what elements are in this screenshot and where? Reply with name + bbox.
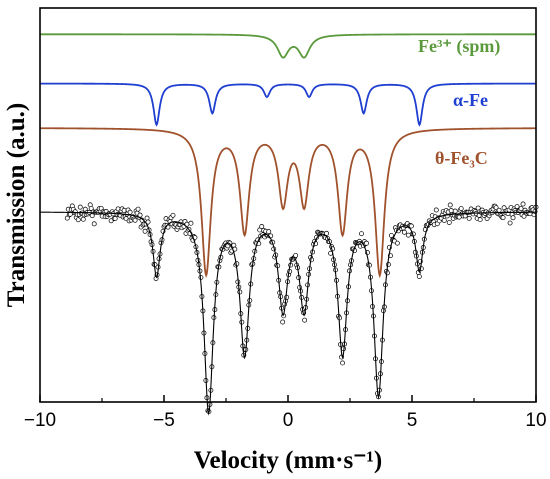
data-point (112, 216, 118, 221)
data-point (500, 215, 506, 221)
data-point (520, 201, 526, 207)
data-point (91, 221, 97, 227)
series-experimental (39, 201, 539, 416)
data-point (170, 212, 176, 218)
fit-line (39, 211, 536, 416)
labels: Velocity (mm·s⁻¹) Transmission (a.u.) (3, 103, 382, 474)
series-layer: Fe³⁺ (spm) α-Fe θ-Fe₃C (39, 33, 539, 416)
data-point (441, 217, 447, 223)
data-point (364, 240, 369, 246)
y-axis-title: Transmission (a.u.) (3, 103, 30, 307)
data-point (135, 206, 141, 212)
data-point (293, 252, 299, 258)
component-line (39, 127, 536, 279)
data-point (477, 217, 483, 223)
series-fe3-spm- (40, 33, 536, 59)
x-axis-title: Velocity (mm·s⁻¹) (194, 447, 382, 474)
data-point (466, 215, 472, 221)
component-line (40, 33, 536, 59)
series--fe3c (39, 127, 536, 279)
data-point (416, 274, 422, 280)
data-point (401, 229, 407, 235)
data-point (510, 215, 516, 221)
component-line (40, 82, 536, 127)
data-point (359, 231, 364, 237)
data-point (77, 204, 83, 210)
data-point (388, 232, 394, 238)
x-tick-label: 0 (283, 410, 294, 431)
data-point (340, 360, 345, 366)
data-point (302, 317, 308, 323)
x-tick-label: −10 (24, 410, 56, 431)
data-point (188, 220, 194, 226)
data-point (496, 207, 502, 213)
data-point (121, 207, 127, 213)
data-point (88, 205, 94, 211)
data-point (142, 228, 148, 234)
data-point (132, 217, 138, 223)
series-label-fe3-spm-: Fe³⁺ (spm) (418, 36, 500, 57)
data-point (394, 240, 400, 246)
data-point (448, 208, 454, 214)
series-label--fe: α-Fe (453, 90, 488, 110)
data-point (75, 217, 81, 223)
axes: −10 −5 0 5 10 (24, 7, 547, 431)
data-point (284, 294, 290, 300)
series--fe (40, 82, 536, 127)
data-point (127, 209, 133, 215)
data-point (507, 220, 513, 226)
x-tick-label: 10 (525, 410, 546, 431)
plot-frame (39, 7, 537, 403)
x-tick-label: 5 (407, 410, 418, 431)
data-point (408, 223, 414, 229)
data-point (458, 206, 464, 211)
data-point (266, 229, 272, 235)
data-point (80, 216, 86, 222)
data-point (405, 232, 411, 238)
data-point (231, 242, 237, 248)
data-point (452, 208, 458, 214)
data-point (433, 207, 439, 213)
data-point (447, 202, 453, 208)
data-point (145, 219, 151, 225)
data-point (324, 230, 330, 236)
x-tick-label: −5 (153, 410, 175, 431)
data-point (259, 224, 265, 229)
data-point (280, 319, 286, 325)
series-label--fe3c: θ-Fe₃C (435, 148, 488, 168)
data-point (514, 204, 520, 210)
data-point (518, 206, 524, 212)
data-point (521, 213, 527, 219)
data-point (493, 205, 499, 211)
data-point (446, 220, 452, 225)
data-point (475, 205, 481, 211)
